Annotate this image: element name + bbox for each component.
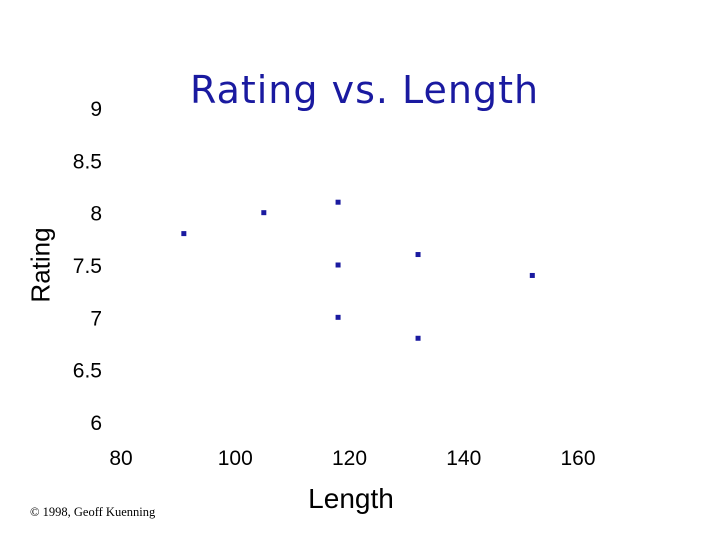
data-point — [415, 252, 421, 258]
data-point — [335, 262, 341, 268]
y-tick-label: 9 — [90, 98, 102, 121]
x-tick-label: 140 — [446, 447, 481, 470]
data-point — [261, 210, 267, 216]
y-tick-label: 6 — [90, 412, 102, 435]
x-axis-label: Length — [308, 483, 394, 514]
y-tick-label: 8.5 — [73, 150, 102, 173]
data-point — [529, 272, 535, 278]
x-tick-label: 80 — [109, 447, 132, 470]
copyright-note: © 1998, Geoff Kuenning — [30, 505, 156, 519]
data-point — [335, 199, 341, 205]
x-tick-label: 100 — [218, 447, 253, 470]
data-point — [415, 335, 421, 341]
data-point — [335, 314, 341, 320]
chart-title: Rating vs. Length — [190, 68, 540, 112]
y-tick-label: 6.5 — [73, 360, 102, 383]
y-tick-label: 8 — [90, 203, 102, 226]
x-tick-label: 160 — [560, 447, 595, 470]
y-tick-label: 7.5 — [73, 255, 102, 278]
data-point — [181, 231, 187, 237]
x-tick-label: 120 — [332, 447, 367, 470]
y-tick-label: 7 — [90, 307, 102, 330]
